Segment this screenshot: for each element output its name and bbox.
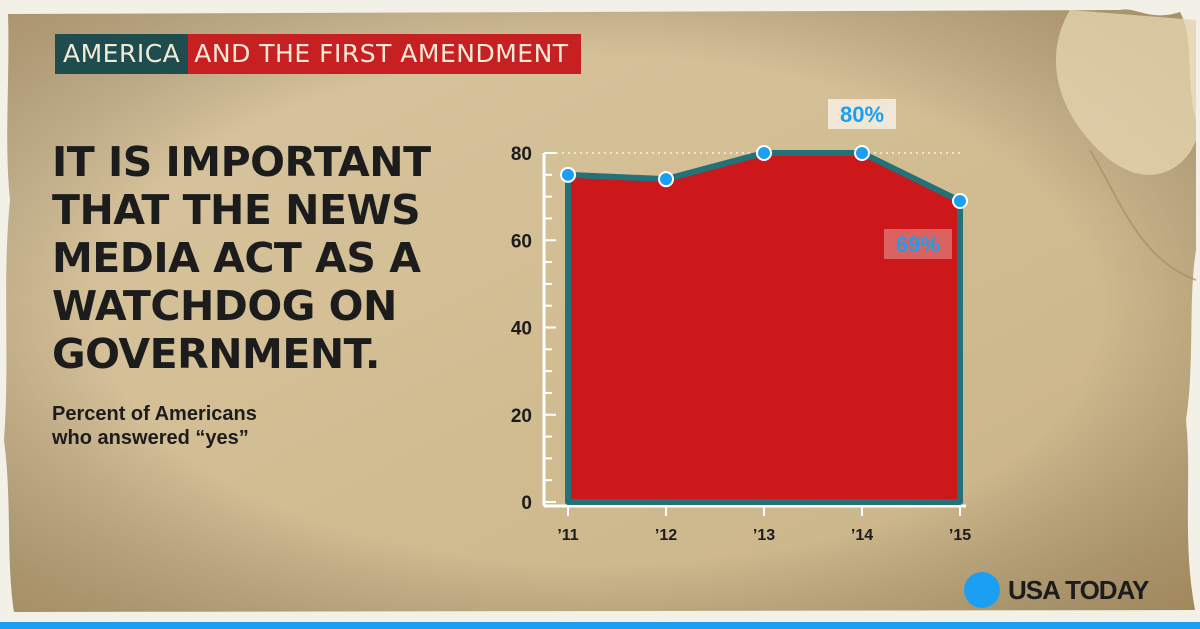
data-point [952, 192, 968, 209]
subtitle-line: who answered “yes” [52, 427, 249, 449]
x-tick-label: ’15 [949, 527, 971, 544]
x-tick-label: ’13 [753, 527, 775, 544]
x-tick-label: ’12 [655, 527, 677, 544]
headline-line: MEDIA ACT AS A [52, 234, 421, 282]
headline-line: IT IS IMPORTANT [52, 138, 431, 186]
data-label: 69% [896, 232, 940, 257]
data-point [854, 145, 870, 161]
subtitle-line: Percent of Americans [52, 403, 257, 425]
headline-line: THAT THE NEWS [52, 186, 421, 234]
area-series [565, 150, 963, 505]
subtitle: Percent of Americans who answered “yes” [52, 402, 372, 450]
y-tick-label: 0 [521, 493, 532, 514]
bottom-accent-bar [0, 622, 1200, 629]
header-tag-first-amendment: AND THE FIRST AMENDMENT [188, 34, 581, 74]
headline: IT IS IMPORTANT THAT THE NEWS MEDIA ACT … [52, 138, 452, 378]
x-tick-label: ’11 [557, 527, 578, 544]
data-label: 80% [840, 102, 884, 127]
headline-line: WATCHDOG ON [52, 282, 397, 330]
section-header: AMERICA AND THE FIRST AMENDMENT [55, 34, 581, 74]
brand-logo: USA TODAY [964, 572, 1149, 608]
data-point [560, 166, 576, 183]
y-tick-label: 20 [511, 406, 532, 427]
x-tick-label: ’14 [851, 527, 873, 544]
data-point [658, 171, 674, 188]
header-tag-america: AMERICA [55, 34, 189, 74]
y-tick-label: 60 [511, 231, 532, 252]
data-label-background [828, 99, 896, 129]
data-point [756, 145, 772, 161]
brand-name: USA TODAY [1008, 574, 1149, 605]
y-tick-label: 80 [511, 144, 532, 165]
headline-line: GOVERNMENT. [52, 330, 380, 378]
data-label-background [884, 228, 952, 259]
y-tick-label: 40 [511, 319, 532, 340]
usa-today-dot-icon [964, 572, 1000, 608]
